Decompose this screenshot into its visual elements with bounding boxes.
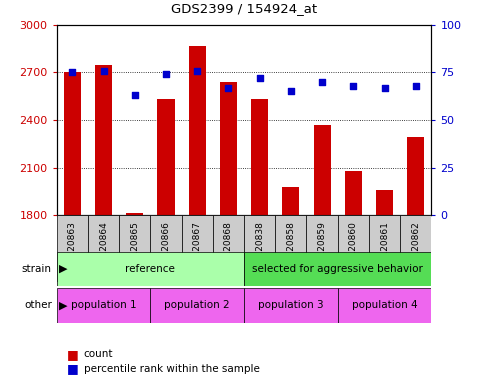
- Text: GSM120862: GSM120862: [411, 221, 420, 276]
- Bar: [275, 215, 307, 282]
- Point: [350, 83, 357, 89]
- Bar: [213, 215, 244, 282]
- Text: GSM120865: GSM120865: [130, 221, 139, 276]
- Text: population 1: population 1: [70, 300, 137, 310]
- Text: population 4: population 4: [352, 300, 418, 310]
- Text: GSM120864: GSM120864: [99, 221, 108, 276]
- Bar: [407, 137, 424, 384]
- Point: [224, 84, 232, 91]
- Text: ■: ■: [67, 362, 78, 375]
- Bar: [157, 99, 175, 384]
- Bar: [400, 215, 431, 282]
- Text: GDS2399 / 154924_at: GDS2399 / 154924_at: [171, 2, 317, 15]
- Bar: [244, 288, 338, 323]
- Text: ▶: ▶: [59, 300, 68, 310]
- Text: GSM120838: GSM120838: [255, 221, 264, 276]
- Text: ■: ■: [67, 348, 78, 361]
- Bar: [345, 170, 362, 384]
- Bar: [369, 215, 400, 282]
- Bar: [57, 252, 244, 286]
- Point: [162, 71, 170, 78]
- Point: [256, 75, 264, 81]
- Text: GSM120860: GSM120860: [349, 221, 358, 276]
- Text: GSM120867: GSM120867: [193, 221, 202, 276]
- Text: GSM120863: GSM120863: [68, 221, 77, 276]
- Point: [131, 92, 139, 98]
- Text: GSM120868: GSM120868: [224, 221, 233, 276]
- Bar: [150, 288, 244, 323]
- Text: GSM120866: GSM120866: [162, 221, 171, 276]
- Point: [100, 68, 107, 74]
- Text: GSM120861: GSM120861: [380, 221, 389, 276]
- Text: percentile rank within the sample: percentile rank within the sample: [84, 364, 260, 374]
- Text: strain: strain: [22, 264, 52, 274]
- Text: other: other: [24, 300, 52, 310]
- Bar: [244, 252, 431, 286]
- Text: population 2: population 2: [164, 300, 230, 310]
- Point: [381, 84, 388, 91]
- Bar: [338, 288, 431, 323]
- Point: [193, 68, 201, 74]
- Text: count: count: [84, 349, 113, 359]
- Bar: [88, 215, 119, 282]
- Bar: [119, 215, 150, 282]
- Text: population 3: population 3: [258, 300, 324, 310]
- Bar: [314, 125, 331, 384]
- Bar: [57, 215, 88, 282]
- Text: ▶: ▶: [59, 264, 68, 274]
- Bar: [189, 46, 206, 384]
- Point: [412, 83, 420, 89]
- Bar: [57, 288, 150, 323]
- Bar: [244, 215, 275, 282]
- Bar: [150, 215, 181, 282]
- Text: reference: reference: [125, 264, 176, 274]
- Point: [69, 70, 76, 76]
- Bar: [251, 99, 268, 384]
- Bar: [95, 65, 112, 384]
- Bar: [338, 215, 369, 282]
- Text: GSM120858: GSM120858: [286, 221, 295, 276]
- Bar: [220, 82, 237, 384]
- Bar: [307, 215, 338, 282]
- Bar: [282, 187, 299, 384]
- Point: [287, 88, 295, 94]
- Text: selected for aggressive behavior: selected for aggressive behavior: [252, 264, 423, 274]
- Point: [318, 79, 326, 85]
- Bar: [64, 73, 81, 384]
- Bar: [181, 215, 213, 282]
- Bar: [126, 213, 143, 384]
- Bar: [376, 190, 393, 384]
- Text: GSM120859: GSM120859: [317, 221, 326, 276]
